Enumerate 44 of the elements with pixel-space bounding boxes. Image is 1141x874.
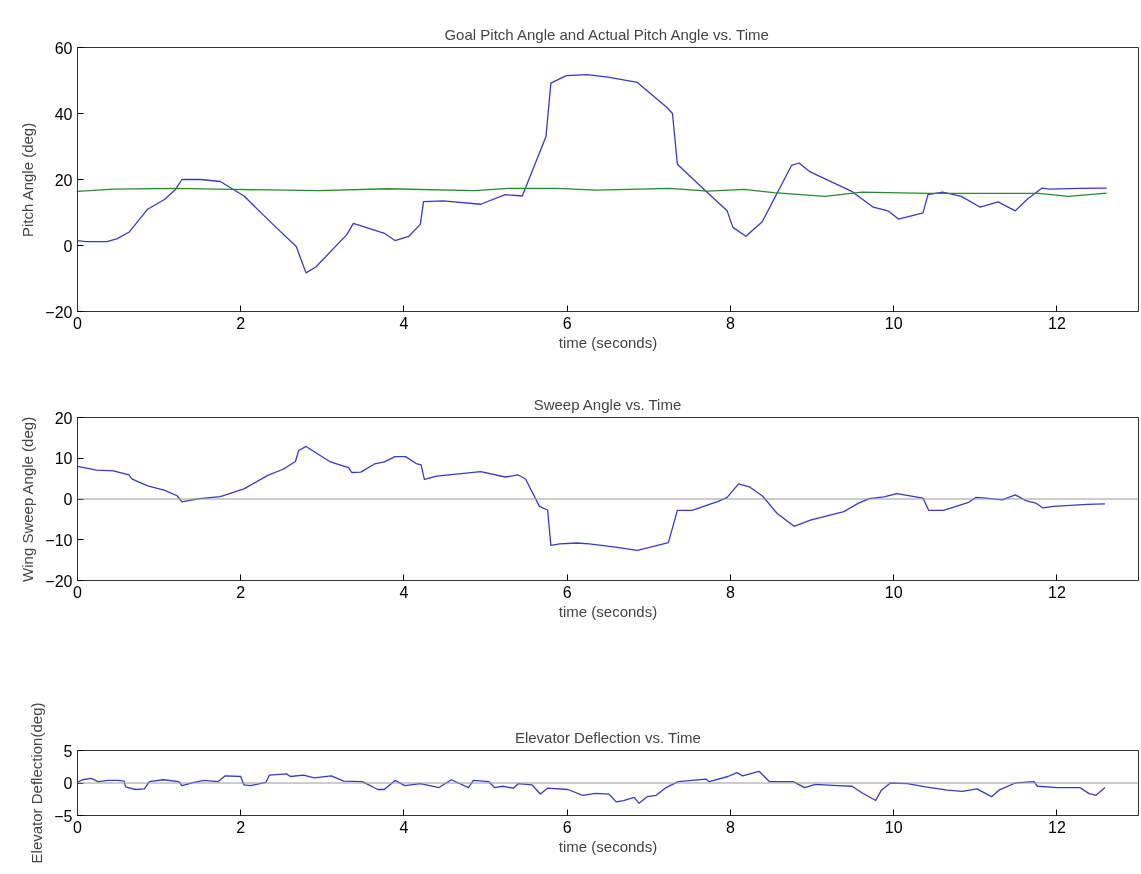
y-axis-title: Elevator Deflection(deg) — [28, 702, 46, 864]
x-tick-label: 10 — [884, 314, 903, 332]
x-tick-label: 12 — [1047, 818, 1066, 836]
x-tick-label: 8 — [725, 314, 735, 332]
x-tick-label: 2 — [236, 818, 246, 836]
y-tick-label: 0 — [63, 237, 73, 255]
x-tick-label: 10 — [884, 583, 903, 601]
x-tick-label: 12 — [1047, 583, 1066, 601]
x-axis-title: time (seconds) — [558, 333, 658, 351]
chart-title: Sweep Angle vs. Time — [533, 395, 682, 413]
y-tick-label: 20 — [54, 171, 73, 189]
x-tick-label: 6 — [562, 314, 572, 332]
y-tick-label: −20 — [45, 303, 73, 321]
y-axis-title: Pitch Angle (deg) — [19, 122, 37, 238]
y-tick-label: −20 — [45, 572, 73, 590]
y-tick-label: −10 — [45, 531, 73, 549]
x-tick-label: 12 — [1047, 314, 1066, 332]
x-tick-label: 6 — [562, 818, 572, 836]
x-tick-label: 10 — [884, 818, 903, 836]
y-tick-label: 60 — [54, 39, 73, 57]
x-tick-label: 8 — [725, 818, 735, 836]
x-tick-label: 8 — [725, 583, 735, 601]
y-tick-label: −5 — [54, 807, 73, 825]
chart-title: Goal Pitch Angle and Actual Pitch Angle vs. Time — [444, 25, 769, 43]
line-series — [77, 770, 1106, 804]
y-tick-label: 5 — [63, 742, 73, 760]
x-tick-label: 4 — [399, 583, 409, 601]
y-axis-title: Wing Sweep Angle (deg) — [19, 416, 37, 582]
line-series — [77, 445, 1106, 551]
y-tick-label: 0 — [63, 491, 73, 508]
line-series — [77, 73, 1108, 274]
y-tick-label: 20 — [54, 409, 73, 427]
line-series — [77, 187, 1108, 197]
y-tick-label: 40 — [54, 105, 73, 123]
y-tick-label: 10 — [54, 450, 73, 468]
x-tick-label: 4 — [399, 818, 409, 836]
x-tick-label: 2 — [236, 314, 246, 332]
x-axis-title: time (seconds) — [558, 837, 658, 855]
chart-title: Elevator Deflection vs. Time — [514, 728, 701, 746]
y-tick-label: 0 — [63, 775, 73, 792]
x-tick-label: 6 — [562, 583, 572, 601]
x-axis-title: time (seconds) — [558, 602, 658, 620]
x-tick-label: 2 — [236, 583, 246, 601]
x-tick-label: 4 — [399, 314, 409, 332]
